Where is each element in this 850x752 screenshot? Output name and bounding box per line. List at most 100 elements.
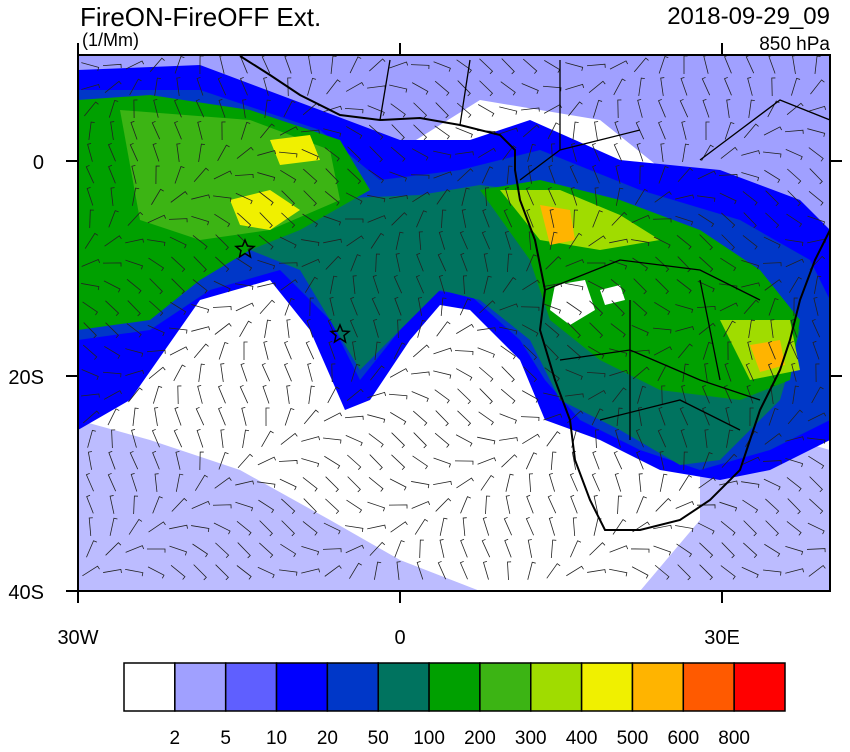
wind-barb [147, 566, 165, 579]
wind-barb [704, 429, 709, 448]
wind-barb [726, 99, 731, 118]
wind-barb [677, 256, 691, 273]
wind-barb [303, 168, 318, 184]
wind-barb [813, 297, 819, 316]
wind-barb [499, 303, 519, 311]
wind-barb [767, 100, 780, 118]
wind-barb [617, 495, 623, 515]
wind-barb [741, 481, 760, 488]
wind-barb [768, 362, 776, 382]
wind-barb [84, 101, 99, 117]
wind-barb [478, 366, 494, 382]
wind-barb [303, 409, 319, 425]
wind-barb [521, 83, 539, 94]
wind-barb [125, 259, 144, 270]
wind-barb [417, 319, 426, 338]
wind-barb [789, 276, 802, 293]
wind-barb [484, 187, 490, 207]
wind-barb [569, 540, 582, 558]
wind-barb [102, 262, 122, 267]
wind-barb [677, 167, 693, 182]
wind-barb [477, 104, 495, 117]
wind-barb [351, 363, 361, 382]
wind-barb [814, 55, 821, 74]
wind-barb [720, 565, 736, 580]
wind-barb [169, 545, 188, 556]
wind-barb [455, 434, 473, 447]
wind-barb [440, 297, 447, 316]
wind-barb [235, 302, 255, 312]
wind-barb [133, 495, 139, 515]
wind-barb [653, 524, 672, 530]
wind-barb [808, 455, 825, 470]
wind-barb [191, 304, 210, 314]
wind-barb [500, 388, 516, 404]
wind-barb [344, 218, 364, 223]
wind-barb [660, 77, 665, 96]
wind-barb [809, 168, 823, 185]
wind-barb [566, 301, 582, 316]
wind-barb [196, 76, 204, 96]
colorbar-label: 300 [515, 728, 547, 747]
colorbar-label: 50 [368, 728, 389, 747]
wind-barb [148, 366, 166, 380]
wind-barb [279, 151, 298, 158]
wind-barb [743, 520, 757, 537]
wind-barb [701, 384, 710, 404]
wind-barb [212, 306, 232, 311]
wind-barb [479, 58, 494, 75]
wind-barb [455, 151, 474, 156]
wind-barb [154, 473, 159, 492]
wind-barb [522, 124, 540, 138]
wind-barb [499, 127, 519, 135]
wind-barb [323, 522, 341, 535]
wind-barb [170, 301, 187, 316]
wind-barb [367, 215, 387, 223]
wind-barb [389, 84, 408, 93]
wind-barb [698, 322, 716, 335]
wind-barb [197, 120, 203, 140]
wind-barb [284, 298, 295, 316]
wind-barb [655, 278, 669, 295]
wind-barb [154, 77, 161, 96]
wind-barb [82, 565, 100, 577]
wind-barb [220, 429, 225, 448]
wind-barb [721, 234, 735, 251]
wind-barb [220, 363, 225, 382]
wind-barb [460, 252, 468, 272]
wind-barb [82, 301, 98, 316]
wind-barb [614, 472, 622, 492]
wind-barb [146, 349, 166, 354]
wind-barb [500, 345, 516, 360]
wind-barb [485, 495, 491, 515]
wind-barb [699, 256, 714, 272]
wind-barb [234, 173, 254, 178]
wind-barb [198, 143, 205, 162]
wind-barb [331, 363, 336, 383]
wind-barb [148, 257, 165, 272]
wind-barb [806, 548, 826, 553]
wind-barb [639, 165, 644, 185]
wind-barb [631, 325, 649, 337]
wind-barb [129, 450, 139, 470]
wind-barb [213, 280, 231, 293]
wind-barb [169, 346, 189, 356]
wind-barb [373, 318, 379, 338]
wind-barb [657, 98, 666, 118]
wind-barb [413, 124, 428, 141]
wind-barb [702, 341, 713, 360]
wind-barb [347, 454, 362, 470]
wind-barb [411, 148, 429, 161]
wind-barb [631, 239, 650, 247]
wind-barb [85, 472, 94, 492]
wind-barb [705, 121, 710, 141]
wind-barb [523, 366, 538, 383]
wind-barb [764, 433, 782, 445]
wind-barb [240, 362, 248, 382]
wind-barb [658, 55, 669, 74]
wind-barb [171, 278, 185, 295]
wind-barb [257, 172, 276, 182]
wind-barb [542, 85, 562, 92]
wind-barb [237, 212, 252, 228]
wind-barb [304, 276, 318, 293]
